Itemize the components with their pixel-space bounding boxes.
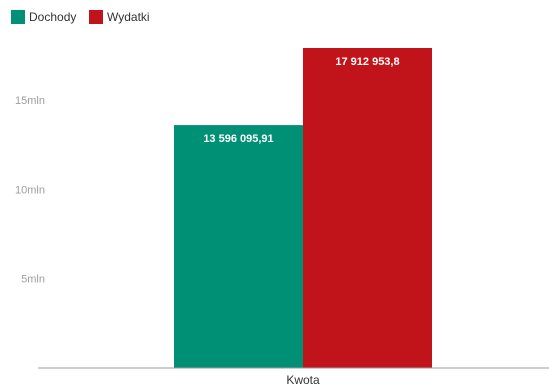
legend-item-dochody[interactable]: Dochody <box>11 10 76 24</box>
bar-wydatki[interactable] <box>303 48 432 368</box>
y-tick-label-10mln: 10mln <box>15 184 45 196</box>
data-label-dochody: 13 596 095,91 <box>203 133 273 145</box>
data-labels: 13 596 095,91 17 912 953,8 <box>203 56 399 145</box>
data-label-wydatki: 17 912 953,8 <box>335 56 399 68</box>
y-tick-label-5mln: 5mln <box>21 274 45 286</box>
bar-dochody[interactable] <box>174 125 303 368</box>
legend-label-wydatki: Wydatki <box>107 10 150 24</box>
y-tick-label-15mln: 15mln <box>15 95 45 107</box>
legend-item-wydatki[interactable]: Wydatki <box>89 10 150 24</box>
legend: Dochody Wydatki <box>11 10 150 24</box>
y-axis: 5mln 10mln 15mln <box>15 95 45 286</box>
bars <box>174 48 432 368</box>
legend-label-dochody: Dochody <box>29 10 76 24</box>
legend-swatch-dochody <box>11 10 25 24</box>
x-category-label-kwota: Kwota <box>286 373 320 387</box>
legend-swatch-wydatki <box>89 10 103 24</box>
